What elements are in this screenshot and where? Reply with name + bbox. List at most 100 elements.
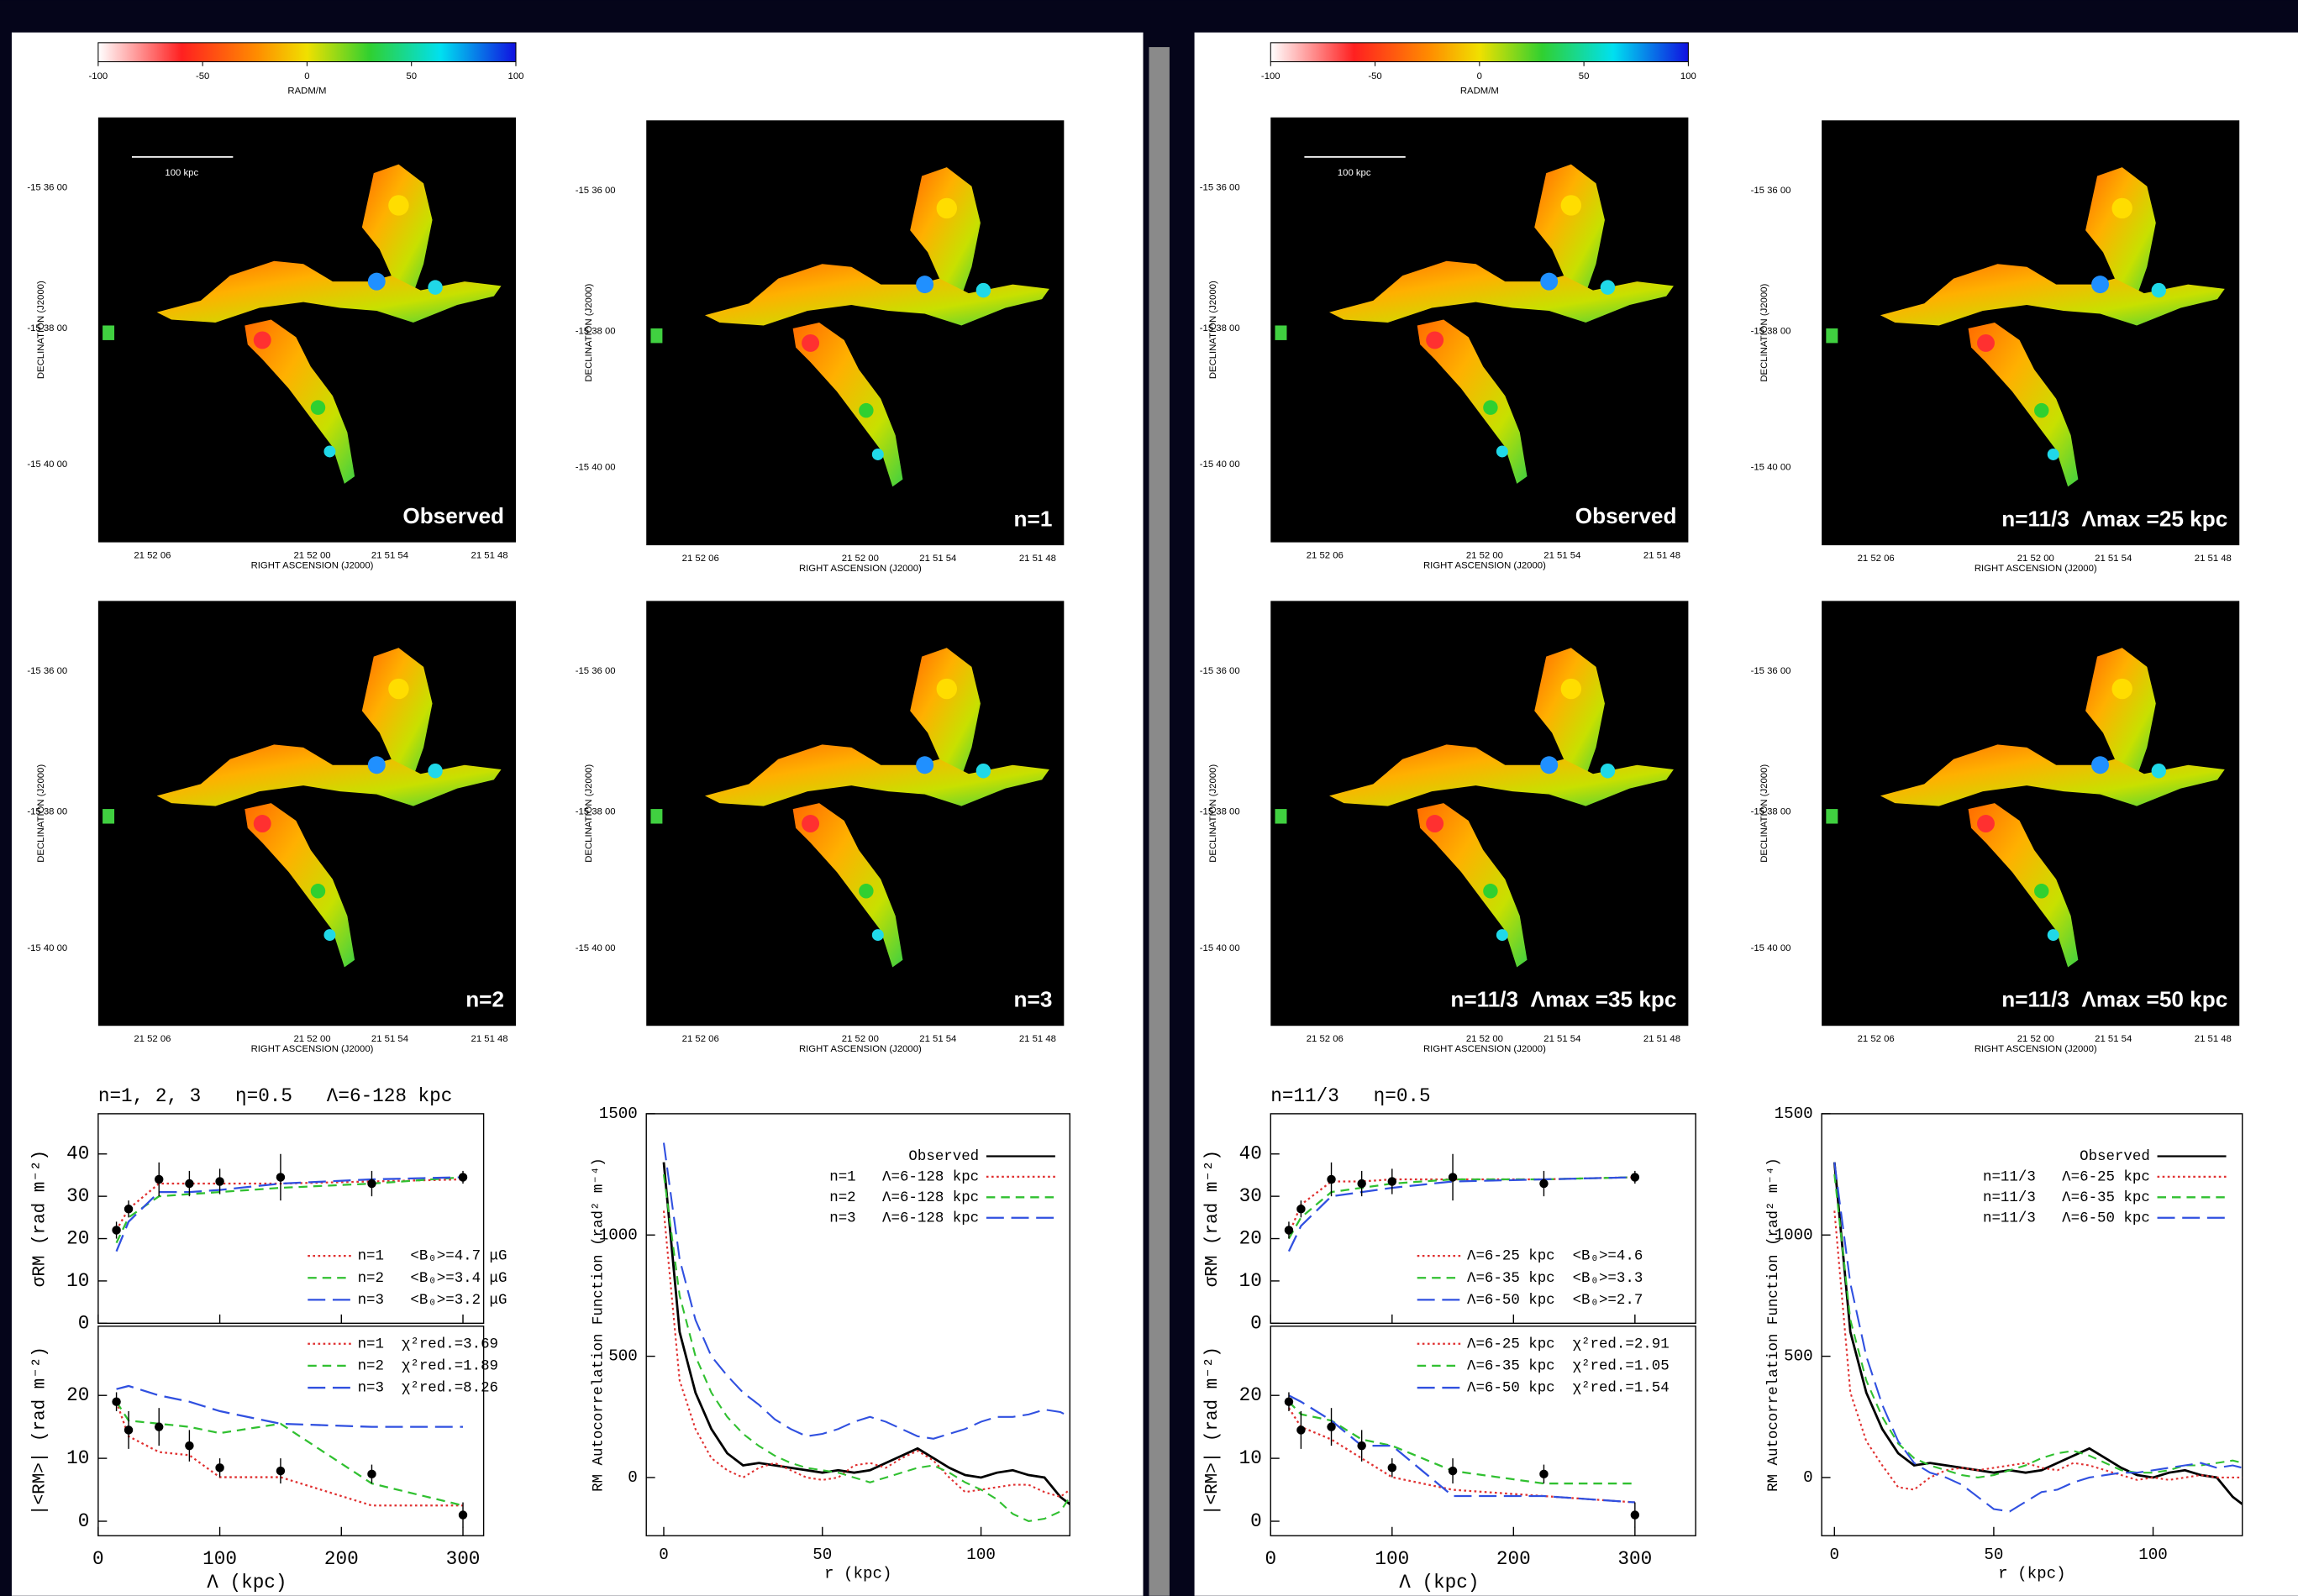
y-axis-label: DECLINATION (J2000): [584, 764, 594, 863]
x-tick-label: 21 52 00: [2017, 1034, 2054, 1044]
y-axis-label: DECLINATION (J2000): [1759, 764, 1770, 863]
x-tick-label: 21 52 00: [842, 1034, 879, 1044]
colorbar-tick-label: 0: [304, 71, 309, 81]
x-axis-label: RIGHT ASCENSION (J2000): [1975, 564, 2097, 574]
y-tick-label: -15 36 00: [27, 183, 67, 193]
y-tick-label: 10: [1239, 1447, 1262, 1469]
x-tick-label: 100: [1375, 1548, 1409, 1570]
x-tick-label: 50: [1984, 1546, 2003, 1564]
x-tick-label: 21 51 54: [1543, 550, 1580, 560]
data-point: [1357, 1179, 1366, 1189]
model-line: [115, 1178, 464, 1231]
legend-label: Λ=6-25 kpc <B₀>=4.6: [1467, 1248, 1643, 1265]
chart-title: n=1, 2, 3 η=0.5 Λ=6-128 kpc: [98, 1085, 452, 1107]
y-tick-label: 500: [608, 1347, 638, 1366]
data-point: [124, 1425, 134, 1435]
x-tick-label: 21 51 48: [1019, 554, 1056, 564]
y-tick-label: -15 40 00: [576, 463, 616, 473]
map-label: n=11/3 Λmax =25 kpc: [2001, 506, 2227, 531]
y-tick-label: -15 36 00: [576, 186, 616, 196]
model-line: [1287, 1176, 1635, 1240]
y-axis-label: σRM (rad m⁻²): [31, 1150, 50, 1287]
legend-label: Observed: [908, 1148, 979, 1165]
data-point: [1296, 1425, 1306, 1435]
x-axis-label: RIGHT ASCENSION (J2000): [1423, 561, 1546, 571]
data-point: [215, 1177, 224, 1186]
y-tick-label: 1000: [599, 1226, 638, 1244]
y-tick-label: 20: [1239, 1228, 1262, 1250]
legend-label: n=11/3 Λ=6-35 kpc: [1983, 1189, 2150, 1206]
x-axis-label: RIGHT ASCENSION (J2000): [1975, 1044, 2097, 1054]
data-point: [1327, 1422, 1336, 1431]
y-tick-label: 1000: [1775, 1226, 1813, 1244]
data-point: [276, 1466, 286, 1476]
y-tick-label: 40: [66, 1143, 89, 1165]
x-tick-label: 21 52 06: [1858, 554, 1895, 564]
data-point: [112, 1397, 121, 1406]
model-line: [116, 1384, 464, 1428]
legend-label: n=1 Λ=6-128 kpc: [829, 1169, 979, 1186]
plot-frame: [97, 1326, 485, 1536]
y-tick-label: -15 38 00: [27, 807, 67, 817]
data-point: [367, 1469, 376, 1479]
data-point: [1327, 1174, 1336, 1184]
legend-label: Λ=6-25 kpc χ²red.=2.91: [1467, 1336, 1670, 1352]
acf-line: [1833, 1162, 2243, 1513]
data-point: [1357, 1441, 1366, 1451]
legend-label: n=1 <B₀>=4.7 μG: [358, 1248, 507, 1265]
colorbar-tick-label: -50: [196, 71, 209, 81]
y-tick-label: 0: [1250, 1312, 1262, 1334]
x-tick-label: 21 52 00: [293, 1034, 330, 1044]
x-tick-label: 21 52 06: [134, 1034, 171, 1044]
x-tick-label: 21 51 48: [1643, 550, 1680, 560]
x-tick-label: 21 51 48: [2195, 554, 2232, 564]
colorbar-tick-label: 50: [1579, 71, 1590, 81]
x-axis-label: Λ (kpc): [207, 1572, 287, 1593]
x-axis-label: RIGHT ASCENSION (J2000): [251, 561, 374, 571]
y-tick-label: -15 38 00: [1751, 326, 1791, 336]
data-point: [112, 1226, 121, 1235]
y-axis-label: |<RM>| (rad m⁻²): [31, 1347, 50, 1515]
x-tick-label: 21 52 06: [134, 550, 171, 560]
y-tick-label: 10: [1239, 1270, 1262, 1292]
x-tick-label: 21 51 54: [2095, 1034, 2132, 1044]
data-point: [1539, 1179, 1549, 1189]
y-tick-label: -15 36 00: [1200, 183, 1240, 193]
data-point: [1448, 1173, 1458, 1182]
y-tick-label: 10: [66, 1447, 89, 1469]
data-point: [1387, 1177, 1397, 1186]
model-line: [115, 1401, 464, 1507]
legend-label: n=2 <B₀>=3.4 μG: [358, 1270, 507, 1287]
y-axis-label: DECLINATION (J2000): [1208, 281, 1218, 379]
x-axis-label: RIGHT ASCENSION (J2000): [799, 1044, 922, 1054]
model-line: [115, 1401, 464, 1507]
x-tick-label: 21 51 54: [371, 550, 408, 560]
data-point: [367, 1179, 376, 1189]
legend-label: n=11/3 Λ=6-25 kpc: [1983, 1169, 2150, 1186]
x-tick-label: 21 52 06: [1858, 1034, 1895, 1044]
x-axis-label: r (kpc): [1998, 1565, 2066, 1583]
y-tick-label: -15 36 00: [1751, 666, 1791, 676]
y-tick-label: -15 40 00: [576, 943, 616, 953]
separator: [1149, 47, 1170, 1596]
x-tick-label: 21 51 48: [1019, 1034, 1056, 1044]
data-point: [185, 1441, 194, 1451]
y-tick-label: -15 38 00: [576, 807, 616, 817]
legend-label: Λ=6-50 kpc χ²red.=1.54: [1467, 1380, 1670, 1397]
legend-label: n=2 χ²red.=1.89: [358, 1358, 498, 1375]
x-tick-label: 0: [1830, 1546, 1840, 1564]
x-tick-label: 21 51 48: [1643, 1034, 1680, 1044]
x-tick-label: 21 52 00: [293, 550, 330, 560]
legend-label: Λ=6-50 kpc <B₀>=2.7: [1467, 1292, 1643, 1309]
x-axis-label: RIGHT ASCENSION (J2000): [799, 564, 922, 574]
data-point: [1387, 1463, 1397, 1473]
y-axis-label: RM Autocorrelation Function (rad² m⁻⁴): [590, 1158, 607, 1492]
x-tick-label: 21 51 54: [2095, 554, 2132, 564]
model-line: [1287, 1176, 1635, 1235]
scale-bar-label: 100 kpc: [165, 168, 198, 178]
data-point: [185, 1179, 194, 1189]
map-image: [1822, 120, 2240, 546]
y-tick-label: -15 36 00: [1751, 186, 1791, 196]
colorbar-tick-label: 50: [406, 71, 417, 81]
